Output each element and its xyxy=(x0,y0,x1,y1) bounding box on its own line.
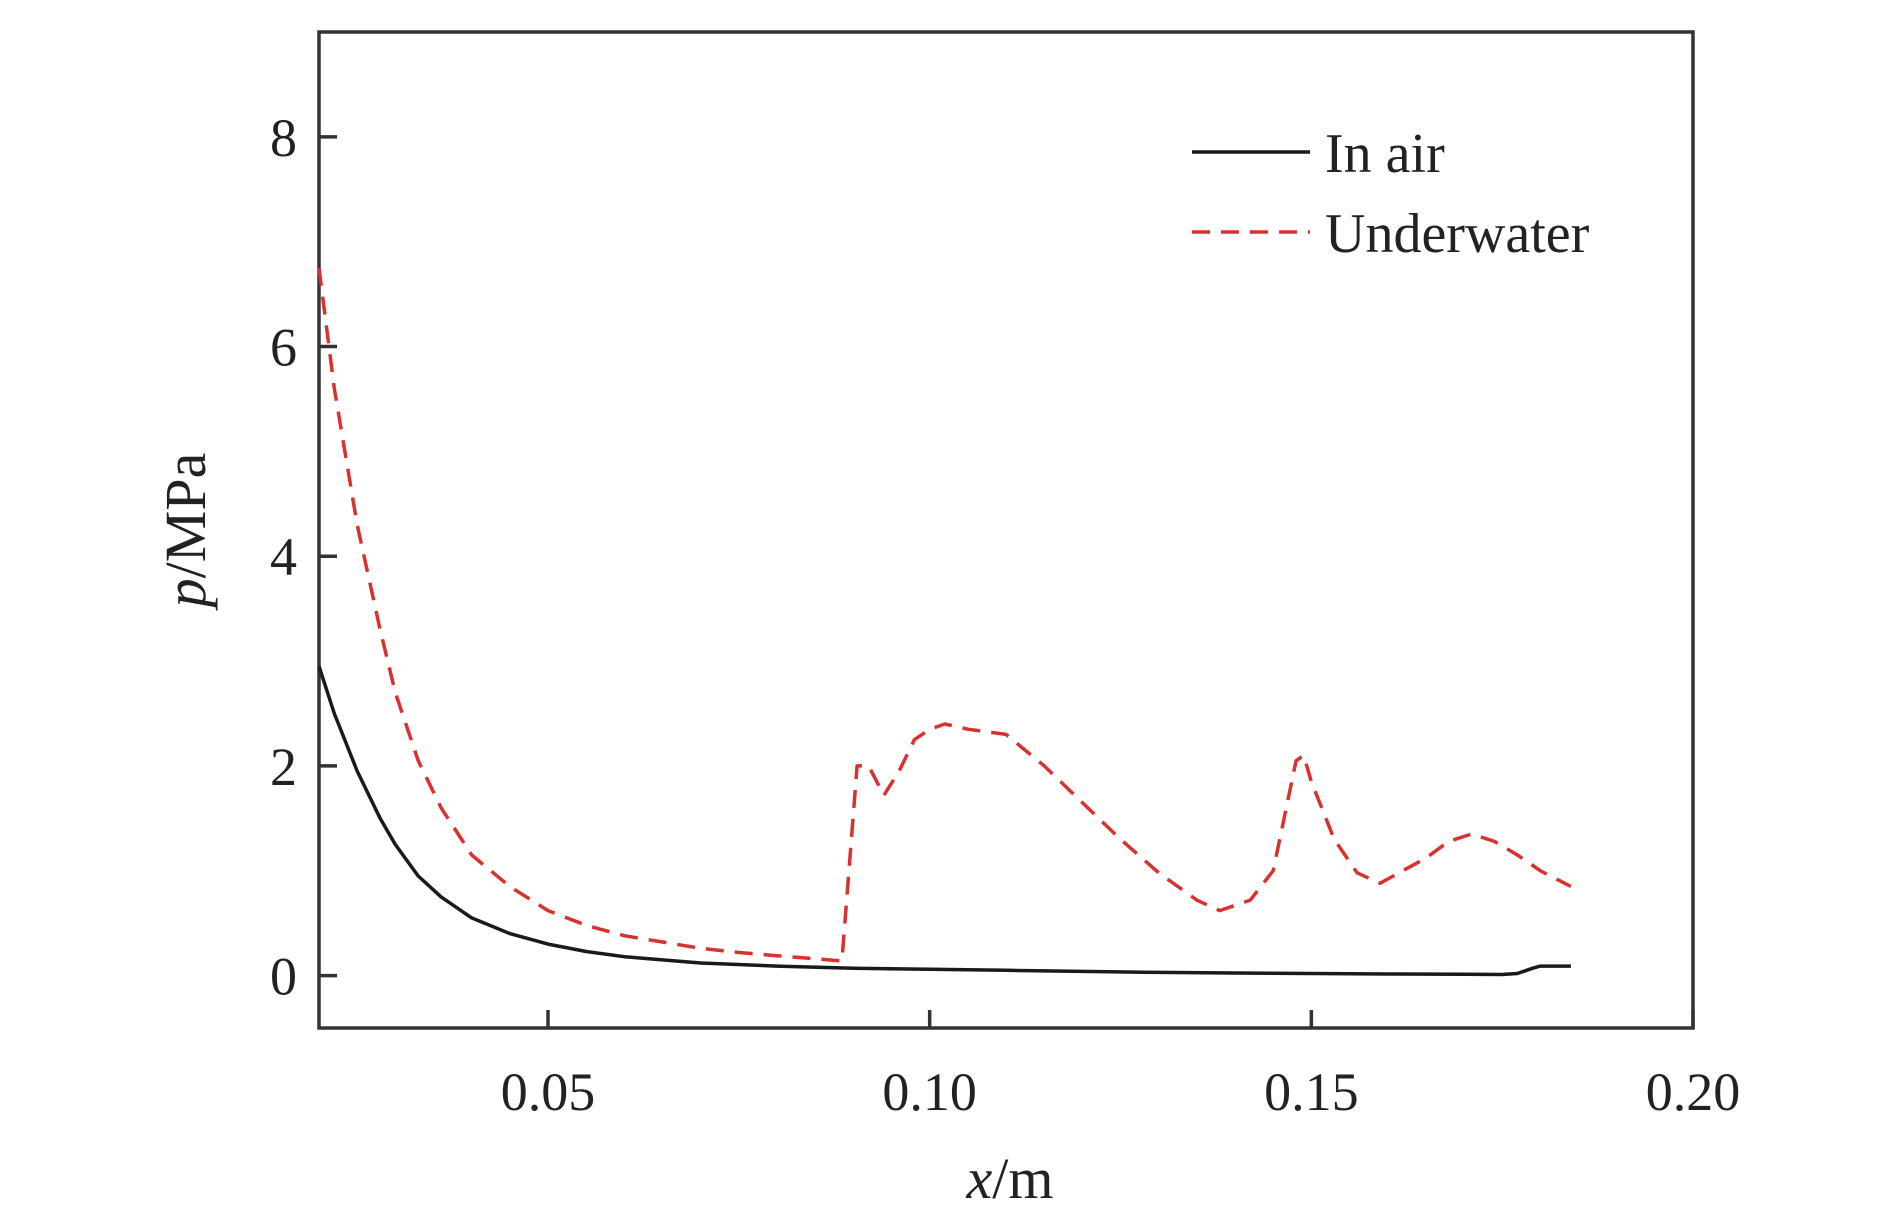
x-axis-unit: /m xyxy=(992,1146,1053,1211)
series-line-in-air xyxy=(317,665,1571,977)
legend: In air Underwater xyxy=(1192,123,1590,265)
legend-label-in-air: In air xyxy=(1325,123,1445,185)
y-tick-label: 2 xyxy=(270,737,297,797)
x-tick-label: 0.20 xyxy=(1646,1062,1741,1122)
x-tick-label: 0.05 xyxy=(501,1062,596,1122)
y-tick-label: 4 xyxy=(270,527,297,587)
y-axis-var: p xyxy=(153,578,218,611)
y-tick-label: 8 xyxy=(270,108,297,168)
y-tick-label: 0 xyxy=(270,947,297,1007)
series-lines xyxy=(317,267,1572,977)
plot-frame xyxy=(317,30,1695,1030)
legend-label-underwater: Underwater xyxy=(1325,203,1590,265)
y-axis-title: p/MPa xyxy=(153,453,218,612)
x-tick-label: 0.10 xyxy=(882,1062,977,1122)
axes: 0.05 0.10 0.15 0.20 0 2 4 6 8 xyxy=(270,108,1740,1122)
x-axis-var: x xyxy=(966,1146,993,1211)
series-line-underwater xyxy=(317,267,1572,963)
plot-area xyxy=(317,30,1695,1030)
x-tick-label: 0.15 xyxy=(1264,1062,1359,1122)
x-axis-title: x/m xyxy=(966,1146,1054,1211)
y-axis-unit: /MPa xyxy=(153,453,218,579)
y-tick-label: 6 xyxy=(270,318,297,378)
